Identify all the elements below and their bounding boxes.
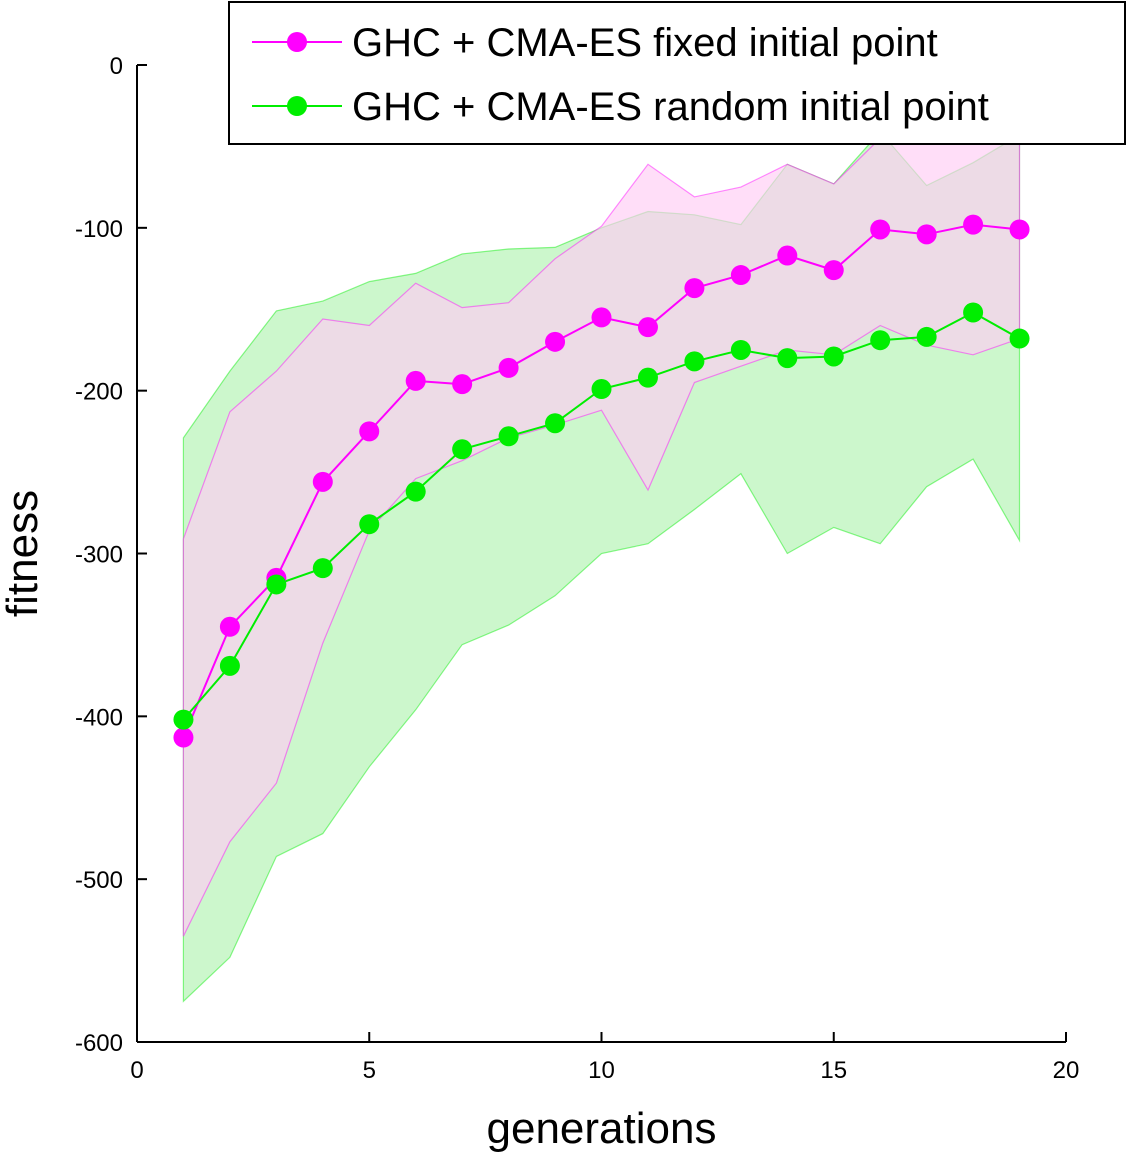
confidence-bands — [182, 96, 1021, 1003]
data-point-random — [359, 514, 380, 535]
data-point-fixed — [405, 370, 426, 391]
data-point-fixed — [777, 245, 798, 266]
x-tick-label: 5 — [363, 1057, 376, 1084]
x-axis-label: generations — [487, 1104, 717, 1153]
data-point-random — [1009, 328, 1030, 349]
data-point-fixed — [963, 214, 984, 235]
data-point-random — [312, 558, 333, 579]
legend: GHC + CMA-ES fixed initial point GHC + C… — [228, 1, 1126, 145]
legend-label-random: GHC + CMA-ES random initial point — [352, 85, 989, 129]
x-tick-label: 15 — [820, 1057, 847, 1084]
data-point-fixed — [916, 224, 937, 245]
data-point-fixed — [591, 307, 612, 328]
data-point-fixed — [1009, 219, 1030, 240]
data-point-random — [870, 330, 891, 351]
data-point-random — [219, 655, 240, 676]
legend-marker-random — [287, 96, 307, 116]
data-point-random — [452, 439, 473, 460]
data-point-fixed — [684, 278, 705, 299]
legend-label-fixed: GHC + CMA-ES fixed initial point — [352, 21, 938, 65]
data-point-random — [545, 413, 566, 434]
data-point-random — [823, 346, 844, 367]
y-axis-label: fitness — [0, 490, 47, 617]
y-tick-label: -400 — [75, 704, 123, 731]
legend-box — [228, 1, 1126, 145]
data-point-fixed — [730, 265, 751, 286]
x-tick-label: 10 — [588, 1057, 615, 1084]
data-point-fixed — [219, 616, 240, 637]
y-tick-label: 0 — [110, 53, 123, 80]
data-point-random — [637, 367, 658, 388]
y-tick-label: -100 — [75, 216, 123, 243]
data-point-random — [684, 351, 705, 372]
tick-labels: 0 5 10 15 20 0 -100 -200 -300 -400 -500 -600 — [75, 53, 1079, 1084]
data-point-random — [405, 481, 426, 502]
y-tick-label: -500 — [75, 867, 123, 894]
data-point-random — [916, 326, 937, 347]
data-point-random — [963, 302, 984, 323]
y-tick-label: -600 — [75, 1030, 123, 1057]
data-point-fixed — [498, 357, 519, 378]
x-tick-label: 0 — [130, 1057, 143, 1084]
y-tick-label: -200 — [75, 379, 123, 406]
data-point-random — [591, 379, 612, 400]
x-tick-label: 20 — [1053, 1057, 1080, 1084]
data-point-fixed — [870, 219, 891, 240]
data-point-fixed — [545, 331, 566, 352]
data-point-random — [266, 574, 287, 595]
data-point-fixed — [637, 317, 658, 338]
axes — [136, 64, 1067, 1043]
data-point-fixed — [312, 471, 333, 492]
data-point-random — [777, 348, 798, 369]
data-point-random — [173, 709, 194, 730]
data-point-random — [730, 339, 751, 360]
data-point-fixed — [359, 421, 380, 442]
y-tick-label: -300 — [75, 542, 123, 569]
series-points — [173, 214, 1030, 748]
data-point-fixed — [173, 727, 194, 748]
legend-marker-fixed — [287, 32, 307, 52]
data-point-fixed — [452, 374, 473, 395]
data-point-random — [498, 426, 519, 447]
data-point-fixed — [823, 260, 844, 281]
